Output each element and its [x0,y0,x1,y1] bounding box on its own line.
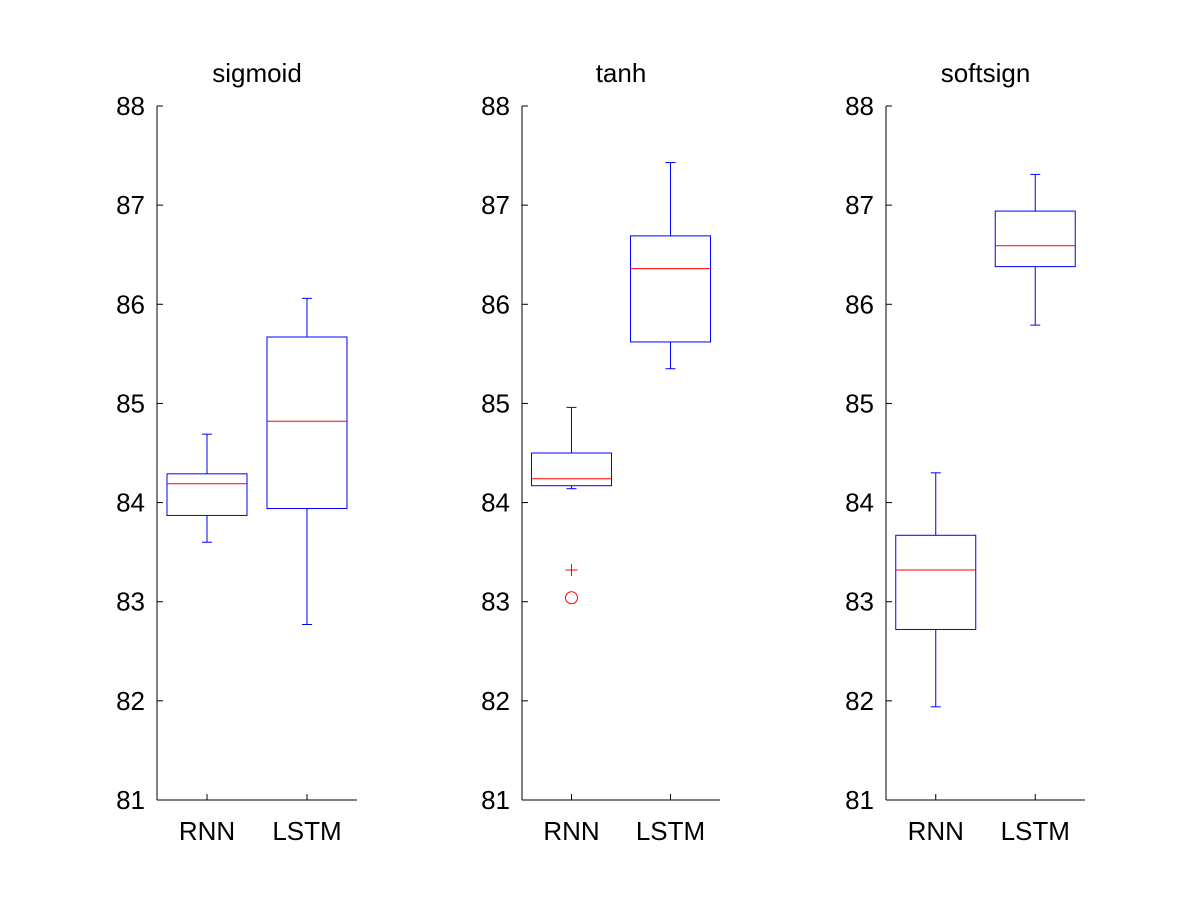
y-tick-label: 87 [845,190,874,220]
panel-tanh: tanh 81 82 83 84 85 86 87 88 RNN LSTM [481,58,720,846]
y-tick-label: 84 [481,488,510,518]
iqr-box [266,336,348,510]
box-lstm [266,297,348,626]
box-rnn [166,433,248,543]
category-label-rnn: RNN [908,816,964,846]
y-tick-label: 85 [116,388,145,418]
iqr-box [166,473,248,516]
y-tick-label: 82 [116,686,145,716]
y-tick-label: 81 [116,785,145,815]
y-tick-label: 82 [845,686,874,716]
y-tick-label: 82 [481,686,510,716]
category-label-lstm: LSTM [636,816,705,846]
outlier-circle [565,591,578,605]
y-tick-label: 86 [116,289,145,319]
category-label-rnn: RNN [543,816,599,846]
y-tick-label: 86 [481,289,510,319]
box-rnn [895,472,977,708]
iqr-box [630,235,711,343]
y-tick-label: 85 [845,388,874,418]
box-lstm [994,173,1076,326]
panel-title: tanh [596,58,647,88]
y-tick-label: 87 [116,190,145,220]
y-tick-label: 88 [481,91,510,121]
y-tick-label: 85 [481,388,510,418]
iqr-box [895,534,977,630]
y-tick-label: 87 [481,190,510,220]
y-tick-label: 88 [116,91,145,121]
y-tick-label: 83 [845,587,874,617]
y-tick-label: 81 [481,785,510,815]
y-tick-label: 88 [845,91,874,121]
panel-sigmoid: sigmoid 81 82 83 84 85 86 87 88 RNN LSTM [116,58,357,846]
y-tick-label: 83 [481,587,510,617]
y-tick-label: 83 [116,587,145,617]
category-label-rnn: RNN [179,816,235,846]
box-rnn [531,406,612,605]
category-label-lstm: LSTM [1001,816,1070,846]
panel-softsign: softsign 81 82 83 84 85 86 87 88 RNN LSTM [845,58,1085,846]
y-tick-label: 84 [116,488,145,518]
y-tick-label: 86 [845,289,874,319]
category-label-lstm: LSTM [272,816,341,846]
y-tick-label: 81 [845,785,874,815]
box-lstm [630,162,711,370]
y-tick-label: 84 [845,488,874,518]
panel-title: sigmoid [212,58,302,88]
iqr-box [531,452,612,487]
panel-title: softsign [941,58,1031,88]
iqr-box [994,210,1076,268]
